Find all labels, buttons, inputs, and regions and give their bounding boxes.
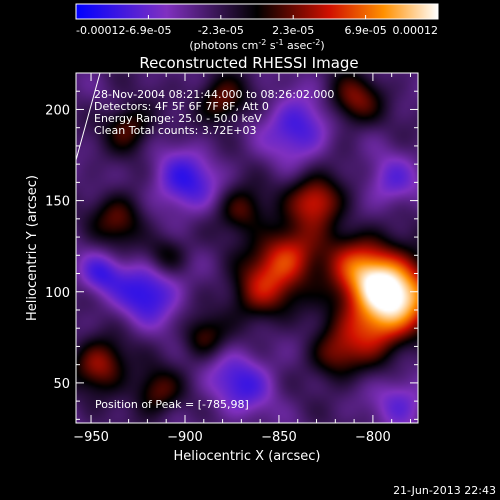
colorbar-label-part: asec — [284, 39, 313, 52]
annotation-block: 28-Nov-2004 08:21:44.000 to 08:26:02.000… — [94, 88, 334, 137]
annotation-line: 28-Nov-2004 08:21:44.000 to 08:26:02.000 — [94, 88, 334, 101]
y-axis-label: Heliocentric Y (arcsec) — [25, 175, 40, 321]
colorbar-tick-label: 2.3e-05 — [272, 24, 314, 37]
colorbar-label-part: -2 — [258, 38, 266, 47]
annotation-line: Clean Total counts: 3.72E+03 — [94, 124, 257, 137]
annotation-line: Detectors: 4F 5F 6F 7F 8F, Att 0 — [94, 100, 269, 113]
colorbar-ticks: -0.00012 -6.9e-05 -2.3e-05 2.3e-05 6.9e-05 0.… — [75, 15, 439, 37]
y-tick-label: 200 — [45, 103, 70, 118]
y-tick-label: 50 — [53, 377, 70, 392]
x-tick-label: −800 — [355, 430, 391, 445]
peak-label: Position of Peak = [-785,98] — [95, 398, 249, 411]
colorbar-tick-label: 6.9e-05 — [344, 24, 386, 37]
colorbar-label-part: ) — [320, 39, 324, 52]
colorbar-label-part: (photons cm — [189, 39, 258, 52]
annotation-line: Energy Range: 25.0 - 50.0 keV — [94, 112, 262, 125]
colorbar-tick-label: -6.9e-05 — [125, 24, 171, 37]
colorbar-tick-label: -0.00012 — [76, 24, 125, 37]
footer-timestamp: 21-Jun-2013 22:43 — [393, 484, 496, 497]
x-tick-label: −950 — [73, 430, 109, 445]
colorbar-label-part: -2 — [312, 38, 320, 47]
y-axis: 50 100 150 200 — [45, 72, 418, 420]
x-tick-label: −850 — [261, 430, 297, 445]
x-axis: −950 −900 −850 −800 — [73, 73, 411, 445]
colorbar-tick-label: 0.00012 — [393, 24, 439, 37]
heatmap-image — [76, 73, 418, 423]
y-tick-label: 150 — [45, 195, 70, 210]
plot-frame — [75, 72, 419, 424]
y-tick-label: 100 — [45, 286, 70, 301]
colorbar-label-part: -1 — [276, 38, 284, 47]
colorbar-label: (photons cm-2 s-1 asec-2) — [189, 38, 324, 53]
x-tick-label: −900 — [167, 430, 203, 445]
colorbar-tick-label: -2.3e-05 — [198, 24, 244, 37]
chart-title: Reconstructed RHESSI Image — [139, 54, 358, 72]
colorbar-label-part: s — [266, 39, 275, 52]
colorbar — [75, 3, 439, 20]
x-axis-label: Heliocentric X (arcsec) — [174, 449, 321, 464]
